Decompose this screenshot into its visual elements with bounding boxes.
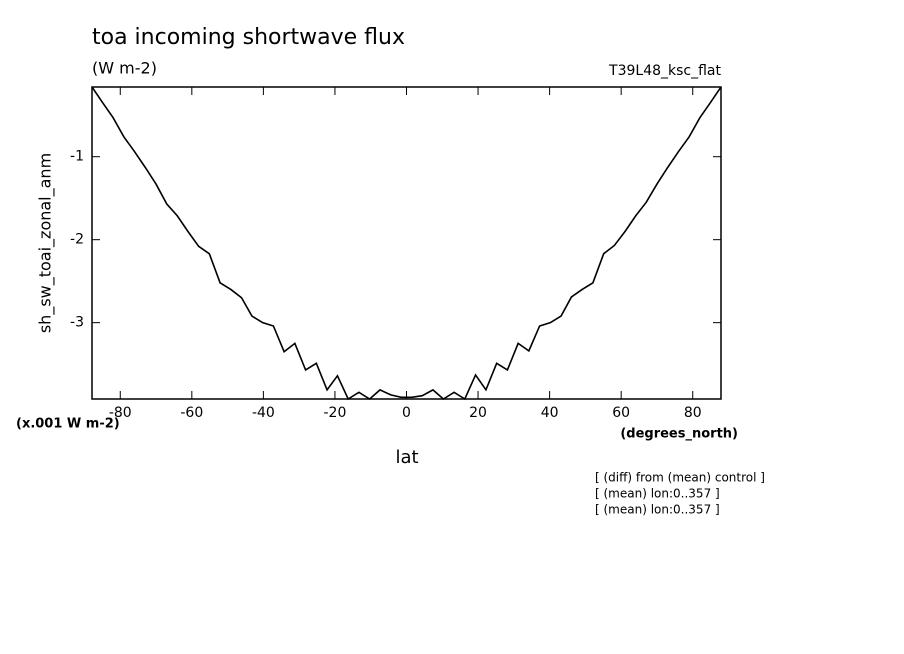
y-units: (x.001 W m-2)	[16, 417, 120, 432]
x-tick-label: -20	[324, 405, 347, 421]
dataset-label: T39L48_ksc_flat	[608, 63, 721, 79]
x-tick-label: 20	[469, 405, 487, 421]
x-tick-label: 0	[402, 405, 411, 421]
x-tick-label: -40	[252, 405, 275, 421]
x-tick-label: -80	[109, 405, 132, 421]
x-units: (degrees_north)	[620, 427, 738, 442]
x-tick-label: 40	[541, 405, 559, 421]
chart-title: toa incoming shortwave flux	[92, 25, 405, 50]
annotation: [ (mean) lon:0..357 ]	[595, 487, 720, 501]
plot-frame	[91, 86, 722, 400]
annotation: [ (mean) lon:0..357 ]	[595, 503, 720, 517]
x-tick-label: 80	[684, 405, 702, 421]
x-axis-label: lat	[395, 447, 418, 468]
y-axis-label: sh_sw_toai_zonal_anm	[36, 153, 56, 333]
x-tick-label: -60	[180, 405, 203, 421]
annotation: [ (diff) from (mean) control ]	[595, 471, 765, 485]
data-line	[91, 86, 722, 401]
subtitle: (W m-2)	[92, 59, 157, 78]
y-tick-label: -2	[70, 232, 84, 248]
y-tick-label: -3	[70, 315, 84, 331]
y-tick-label: -1	[70, 149, 84, 165]
x-tick-label: 60	[612, 405, 630, 421]
